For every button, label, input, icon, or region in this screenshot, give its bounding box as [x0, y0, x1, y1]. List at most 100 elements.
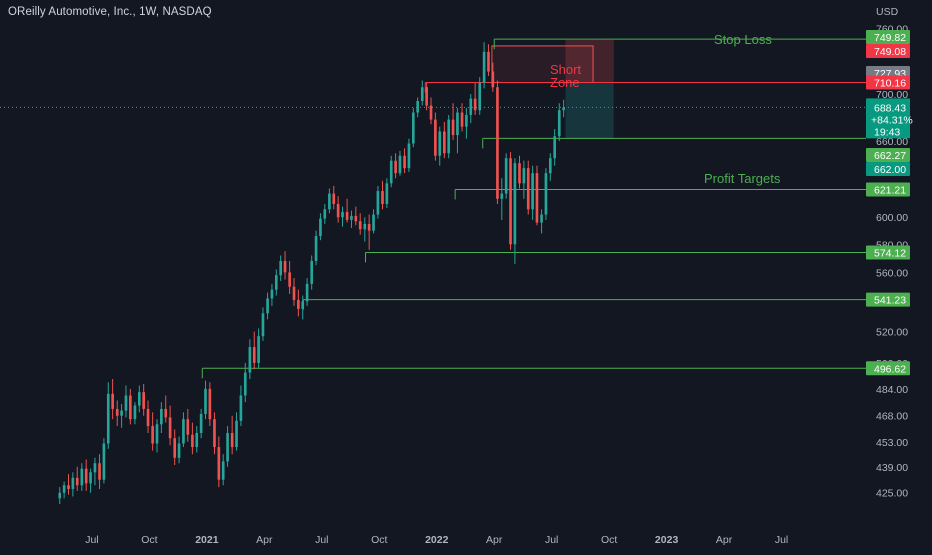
time-axis[interactable]: Jul Oct 2021 Apr Jul Oct 2022 Apr Jul Oct 2023 Apr J…: [85, 534, 788, 546]
candle-body: [173, 438, 177, 458]
candle-body: [358, 221, 362, 230]
candle-body: [562, 107, 565, 111]
candle-body: [438, 131, 442, 156]
current-price-badge: [866, 98, 910, 139]
x-tick-label: Apr: [716, 534, 733, 546]
candle-body: [98, 463, 101, 480]
candle-body: [443, 131, 446, 154]
candles-layer: [58, 42, 565, 505]
x-tick-label: 2021: [195, 534, 219, 546]
candle-body: [102, 443, 106, 480]
candle-body: [372, 214, 375, 231]
candle-body: [460, 112, 464, 127]
price-label-badge: [866, 75, 910, 90]
candle-body: [381, 191, 384, 205]
candle-body: [456, 112, 459, 136]
price-label-value: 662.00: [874, 164, 906, 176]
candle-body: [425, 87, 428, 106]
candle-body: [548, 158, 552, 174]
candle-body: [420, 87, 424, 101]
candle-body: [142, 392, 145, 409]
chart-title: OReilly Automotive, Inc., 1W, NASDAQ: [8, 6, 212, 18]
short-zone-label-line2: Zone: [550, 75, 580, 90]
candle-body: [544, 173, 548, 215]
candle-body: [217, 447, 221, 480]
candle-body: [67, 485, 70, 489]
candle-body: [328, 193, 331, 210]
candle-body: [487, 51, 490, 72]
candle-body: [350, 215, 353, 220]
candle-body: [509, 158, 512, 245]
candle-body: [221, 461, 225, 480]
candle-body: [451, 119, 455, 136]
y-tick-label: 660.00: [876, 136, 908, 148]
candle-body: [137, 392, 141, 406]
candle-body: [89, 472, 92, 484]
x-tick-label: Jul: [315, 534, 328, 546]
candle-body: [111, 393, 114, 409]
x-tick-label: Oct: [371, 534, 387, 546]
current-price-change: +84.31%: [871, 114, 913, 126]
candle-body: [248, 347, 252, 373]
current-price-countdown: 19:43: [874, 126, 900, 138]
candle-body: [429, 105, 433, 120]
x-tick-label: Oct: [141, 534, 157, 546]
y-tick-label: 439.00: [876, 462, 908, 474]
candle-body: [160, 408, 163, 425]
candle-body: [182, 419, 185, 444]
candle-body: [129, 395, 132, 420]
candle-body: [319, 218, 322, 237]
candle-body: [310, 261, 314, 284]
candle-body: [301, 301, 305, 309]
y-tick-label: 468.00: [876, 411, 908, 423]
candle-body: [213, 419, 216, 448]
candle-body: [385, 183, 389, 205]
candle-body: [416, 100, 419, 113]
candle-body: [522, 168, 526, 184]
candle-body: [434, 119, 437, 156]
price-label-value: 662.27: [874, 150, 906, 162]
price-labels-layer: 749.82749.08727.93710.16688.43+84.31%19:…: [866, 30, 913, 376]
stop-loss-annotation: Stop Loss: [714, 32, 772, 47]
price-label-badge: [866, 30, 910, 44]
candle-body: [292, 286, 296, 300]
x-tick-label: 2022: [425, 534, 449, 546]
candle-body: [491, 71, 495, 88]
candle-body: [332, 193, 336, 205]
candle-body: [270, 289, 274, 299]
stop-zone: [565, 39, 614, 83]
candle-body: [168, 417, 172, 439]
candle-body: [279, 261, 282, 276]
x-tick-label: Apr: [256, 534, 273, 546]
price-label-badge: [866, 361, 910, 376]
candle-body: [230, 432, 234, 448]
candle-body: [62, 485, 66, 493]
short-zone-label-line1: Short: [550, 62, 581, 77]
candle-body: [540, 214, 543, 223]
candle-body: [411, 112, 415, 144]
candle-body: [164, 408, 168, 418]
price-axis[interactable]: 425.00439.00453.00468.00484.00500.00520.…: [876, 23, 908, 499]
candle-body: [84, 468, 88, 484]
price-label-badge: [866, 148, 910, 162]
y-tick-label: 425.00: [876, 488, 908, 500]
price-label-value: 710.16: [874, 78, 906, 90]
candle-body: [75, 477, 79, 486]
candle-body: [266, 298, 269, 314]
price-label-badge: [866, 162, 910, 176]
price-label-value: 496.62: [874, 363, 906, 375]
x-tick-label: Jul: [775, 534, 788, 546]
profit-zone: [565, 82, 614, 139]
x-tick-label: 2023: [655, 534, 679, 546]
candle-body: [465, 114, 468, 127]
candle-body: [58, 492, 62, 499]
price-label-badge: [866, 292, 910, 307]
candle-body: [283, 261, 287, 273]
candle-body: [336, 204, 340, 218]
candle-body: [513, 163, 517, 245]
candle-body: [398, 155, 402, 174]
candle-body: [199, 414, 203, 433]
price-label-value: 574.12: [874, 247, 906, 259]
